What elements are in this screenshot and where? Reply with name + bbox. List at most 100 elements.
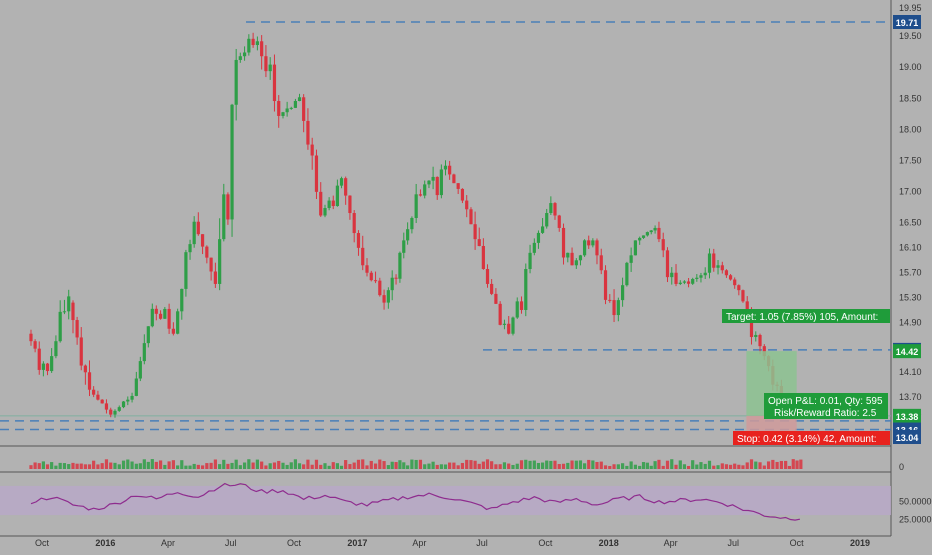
candle-body[interactable] [75,320,79,338]
candle-body[interactable] [720,265,724,271]
target-label-box[interactable] [722,309,890,323]
rsi-line[interactable] [30,482,801,521]
candle-body[interactable] [319,191,323,216]
candle-body[interactable] [616,300,620,316]
pnl-box[interactable] [764,393,888,419]
candle-body[interactable] [758,334,762,347]
candle-body[interactable] [205,246,209,258]
candle-body[interactable] [511,317,515,334]
candle-body[interactable] [121,401,126,408]
candle-body[interactable] [142,343,146,362]
candle-body[interactable] [608,299,612,301]
candle-body[interactable] [645,232,649,236]
candle-body[interactable] [745,301,749,313]
candle-body[interactable] [171,328,175,334]
candle-body[interactable] [390,277,394,291]
candle-body[interactable] [536,232,541,243]
candle-body[interactable] [188,244,192,253]
candle-body[interactable] [452,174,456,184]
candle-body[interactable] [268,64,272,72]
candle-body[interactable] [587,240,591,246]
candle-body[interactable] [113,410,117,415]
rsi-pane[interactable] [0,482,891,521]
candle-body[interactable] [386,290,390,303]
candle-body[interactable] [665,250,670,278]
price-badge[interactable] [893,430,921,444]
candle-body[interactable] [653,227,657,231]
candle-body[interactable] [238,56,242,60]
candle-body[interactable] [365,265,369,273]
candle-body[interactable] [620,285,625,301]
candle-body[interactable] [418,194,423,196]
candle-body[interactable] [427,180,431,185]
candle-body[interactable] [465,200,469,210]
candle-body[interactable] [272,64,277,102]
candle-body[interactable] [130,395,134,400]
candle-body[interactable] [285,108,289,113]
candle-body[interactable] [435,176,439,196]
price-badge[interactable] [893,15,921,29]
candle-body[interactable] [582,240,587,256]
candle-body[interactable] [54,341,58,357]
candle-body[interactable] [595,240,599,256]
candle-body[interactable] [657,227,661,240]
position-tool[interactable]: Target: 1.05 (7.85%) 105, Amount: Stop: 0… [722,309,890,445]
candle-body[interactable] [549,203,553,214]
candle-body[interactable] [146,326,150,344]
candle-body[interactable] [561,227,566,258]
candle-body[interactable] [180,288,184,312]
candle-body[interactable] [196,221,200,235]
candle-body[interactable] [599,255,603,271]
candle-body[interactable] [58,311,62,342]
candle-body[interactable] [33,341,37,349]
candle-body[interactable] [62,311,67,313]
candle-body[interactable] [469,209,473,225]
price-axis[interactable]: 19.95 19.50 19.00 18.50 18.00 17.50 17.00 16.50… [893,3,932,525]
candle-body[interactable] [293,101,297,108]
candle-body[interactable] [402,240,406,253]
candle-body[interactable] [289,107,293,109]
candle-body[interactable] [728,275,733,280]
candle-body[interactable] [209,257,213,272]
candle-body[interactable] [603,270,608,300]
candle-body[interactable] [310,144,314,156]
candle-body[interactable] [314,155,319,192]
candle-body[interactable] [331,200,335,207]
candle-body[interactable] [545,213,549,227]
candle-body[interactable] [348,195,352,214]
candle-body[interactable] [226,194,230,220]
candle-body[interactable] [507,323,511,334]
candle-body[interactable] [277,101,281,116]
candle-body[interactable] [737,285,741,291]
candle-body[interactable] [686,281,691,284]
candle-body[interactable] [158,313,163,319]
candle-body[interactable] [67,296,71,312]
candle-body[interactable] [414,194,418,218]
candle-body[interactable] [716,265,720,268]
candle-body[interactable] [460,188,465,201]
candle-body[interactable] [519,301,524,310]
candle-body[interactable] [176,311,180,334]
candle-body[interactable] [566,252,570,258]
candle-body[interactable] [29,333,33,342]
candle-body[interactable] [398,252,402,279]
candle-body[interactable] [629,255,633,263]
candle-body[interactable] [327,200,331,209]
candle-body[interactable] [699,275,703,278]
candle-body[interactable] [641,235,646,238]
candle-body[interactable] [528,252,532,270]
candle-body[interactable] [71,302,75,321]
candle-body[interactable] [749,312,754,338]
candle-body[interactable] [439,169,443,196]
candle-body[interactable] [92,389,96,395]
candle-body[interactable] [649,230,653,233]
time-axis[interactable]: Oct 2016 Apr Jul Oct 2017 Apr Jul Oct 2018 Apr Jul O… [0,535,891,548]
candle-body[interactable] [754,334,758,338]
candle-body[interactable] [410,217,414,230]
candle-body[interactable] [50,356,54,372]
candle-body[interactable] [540,226,545,233]
candle-body[interactable] [557,215,561,228]
candle-body[interactable] [477,239,481,247]
candle-body[interactable] [352,213,356,234]
candle-body[interactable] [378,280,382,296]
